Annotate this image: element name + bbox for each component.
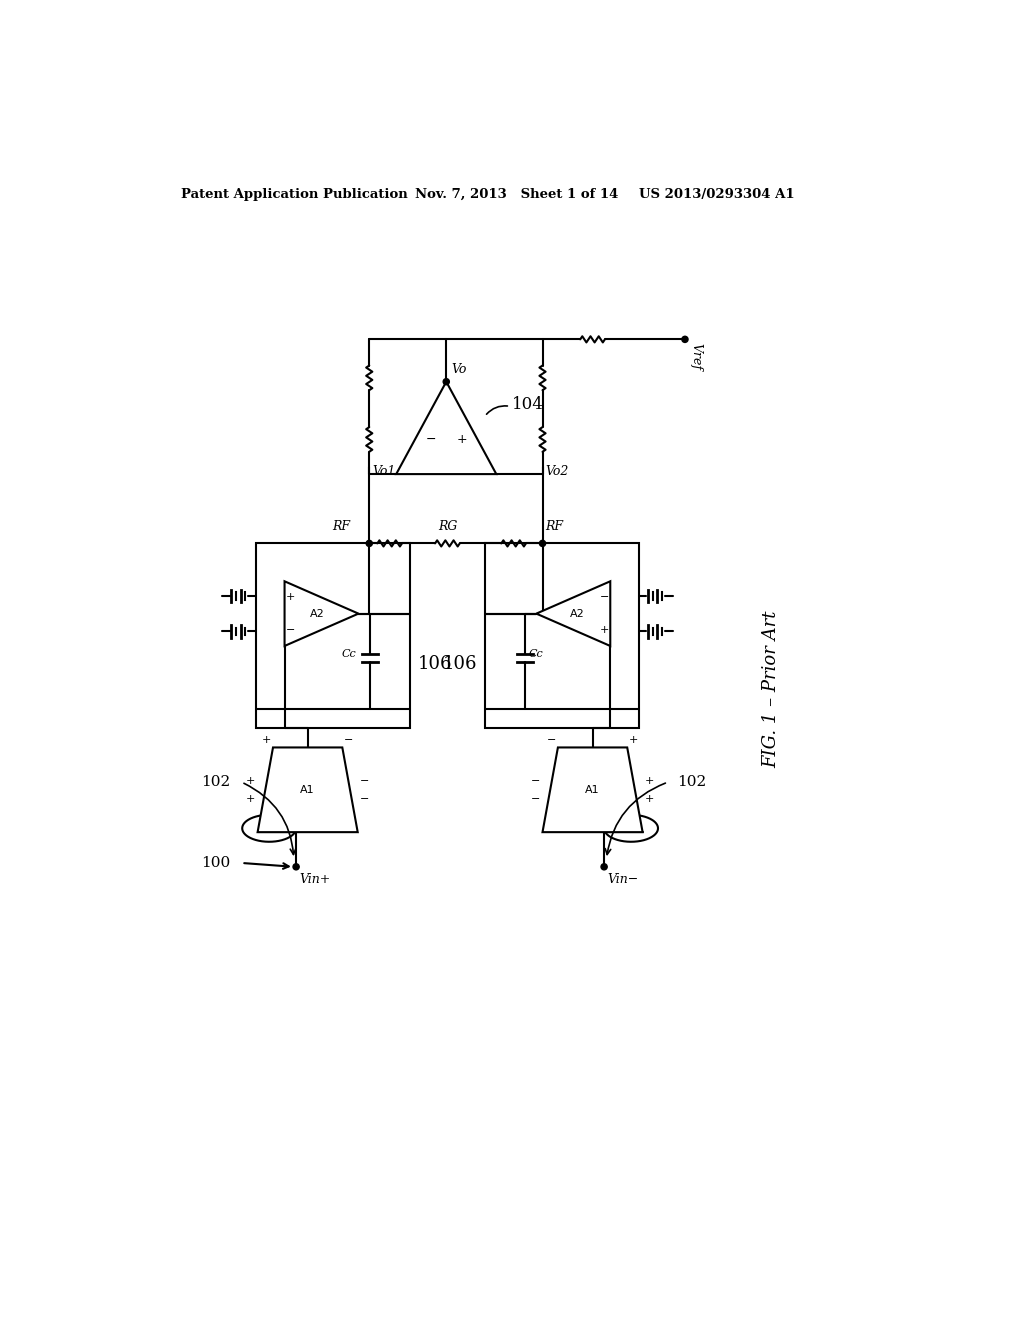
- Text: +: +: [457, 433, 467, 446]
- Polygon shape: [543, 747, 643, 832]
- Polygon shape: [285, 581, 358, 645]
- Text: −: −: [426, 433, 436, 446]
- Polygon shape: [258, 747, 357, 832]
- Text: RF: RF: [545, 520, 563, 533]
- Circle shape: [443, 379, 450, 385]
- Text: A2: A2: [310, 609, 325, 619]
- Text: −: −: [599, 593, 608, 602]
- Text: −: −: [360, 776, 370, 785]
- Circle shape: [540, 540, 546, 546]
- Text: 100: 100: [202, 855, 230, 870]
- Text: 102: 102: [202, 775, 230, 789]
- Text: Vo: Vo: [451, 363, 466, 376]
- Text: Vref: Vref: [689, 343, 702, 370]
- Circle shape: [367, 540, 373, 546]
- Text: A1: A1: [300, 785, 315, 795]
- Text: A2: A2: [569, 609, 585, 619]
- Text: A1: A1: [586, 785, 600, 795]
- Text: +: +: [246, 795, 255, 804]
- Text: Vin−: Vin−: [607, 873, 638, 886]
- Bar: [256, 544, 410, 729]
- Text: +: +: [599, 624, 608, 635]
- Text: 104: 104: [512, 396, 544, 413]
- Text: RG: RG: [437, 520, 457, 533]
- Text: RF: RF: [332, 520, 350, 533]
- Text: +: +: [246, 776, 255, 785]
- Circle shape: [601, 863, 607, 870]
- Polygon shape: [396, 381, 497, 474]
- Text: Patent Application Publication: Patent Application Publication: [180, 187, 408, 201]
- Text: −: −: [286, 624, 296, 635]
- Circle shape: [682, 337, 688, 342]
- Text: Cc: Cc: [341, 649, 356, 659]
- Text: −: −: [344, 735, 353, 744]
- Text: 106: 106: [442, 655, 477, 672]
- Text: +: +: [629, 735, 638, 744]
- Text: Vo2: Vo2: [546, 465, 569, 478]
- Text: Vin+: Vin+: [299, 873, 331, 886]
- Text: Nov. 7, 2013   Sheet 1 of 14: Nov. 7, 2013 Sheet 1 of 14: [416, 187, 618, 201]
- Text: 106: 106: [418, 655, 453, 672]
- Text: +: +: [645, 795, 654, 804]
- Text: −: −: [360, 795, 370, 804]
- Text: −: −: [530, 795, 541, 804]
- Text: US 2013/0293304 A1: US 2013/0293304 A1: [639, 187, 795, 201]
- Circle shape: [293, 863, 299, 870]
- Text: −: −: [530, 776, 541, 785]
- Text: +: +: [262, 735, 271, 744]
- Polygon shape: [537, 581, 610, 645]
- Bar: [484, 544, 639, 729]
- Text: +: +: [645, 776, 654, 785]
- Text: +: +: [286, 593, 296, 602]
- Text: Vo1: Vo1: [373, 465, 395, 478]
- Text: −: −: [547, 735, 556, 744]
- Text: Cc: Cc: [528, 649, 544, 659]
- Text: FIG. 1 – Prior Art: FIG. 1 – Prior Art: [762, 611, 780, 768]
- Text: 102: 102: [677, 775, 707, 789]
